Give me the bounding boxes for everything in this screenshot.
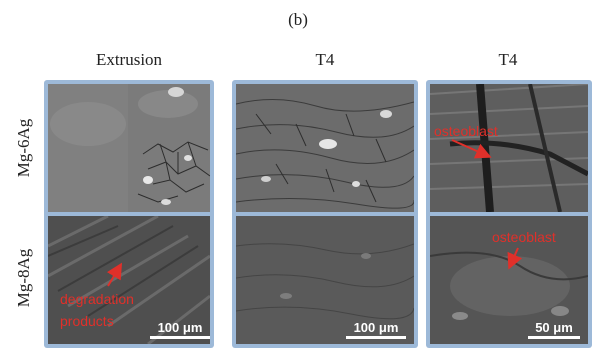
scalebar-line-extrusion xyxy=(150,336,210,339)
annotation-osteoblast-bottom: osteoblast xyxy=(492,229,556,245)
column-header-extrusion: Extrusion xyxy=(95,50,163,69)
scalebar-label-t4-middle: 100 μm xyxy=(353,320,399,335)
scalebar-label-extrusion: 100 μm xyxy=(157,320,203,335)
scalebar-extrusion: 100 μm xyxy=(150,320,210,339)
scalebar-t4-right: 50 μm xyxy=(528,320,580,339)
scalebar-line-t4-middle xyxy=(346,336,406,339)
annotation-osteoblast-top: osteoblast xyxy=(434,123,498,139)
scalebar-label-t4-right: 50 μm xyxy=(535,320,573,335)
column-header-t4-middle: T4 xyxy=(315,50,335,69)
column-header-t4-right: T4 xyxy=(498,50,518,69)
micrograph-extrusion-mg-8ag xyxy=(48,216,210,344)
micrograph-t4-right-mg-6ag xyxy=(430,84,588,212)
row-label-mg-6ag: Mg-6Ag xyxy=(14,118,33,178)
micrograph-extrusion-mg-6ag xyxy=(48,84,210,212)
panel-label: (b) xyxy=(288,10,308,29)
micrograph-t4-middle-mg-8ag xyxy=(236,216,414,344)
row-label-mg-8ag: Mg-8Ag xyxy=(14,248,33,308)
annotation-degradation-line1: degradation xyxy=(60,291,134,307)
scalebar-t4-middle: 100 μm xyxy=(346,320,406,339)
annotation-degradation-line2: products xyxy=(60,313,114,329)
scalebar-line-t4-right xyxy=(528,336,580,339)
micrograph-t4-middle-mg-6ag xyxy=(236,84,414,212)
micrograph-t4-right-mg-8ag xyxy=(430,216,588,344)
